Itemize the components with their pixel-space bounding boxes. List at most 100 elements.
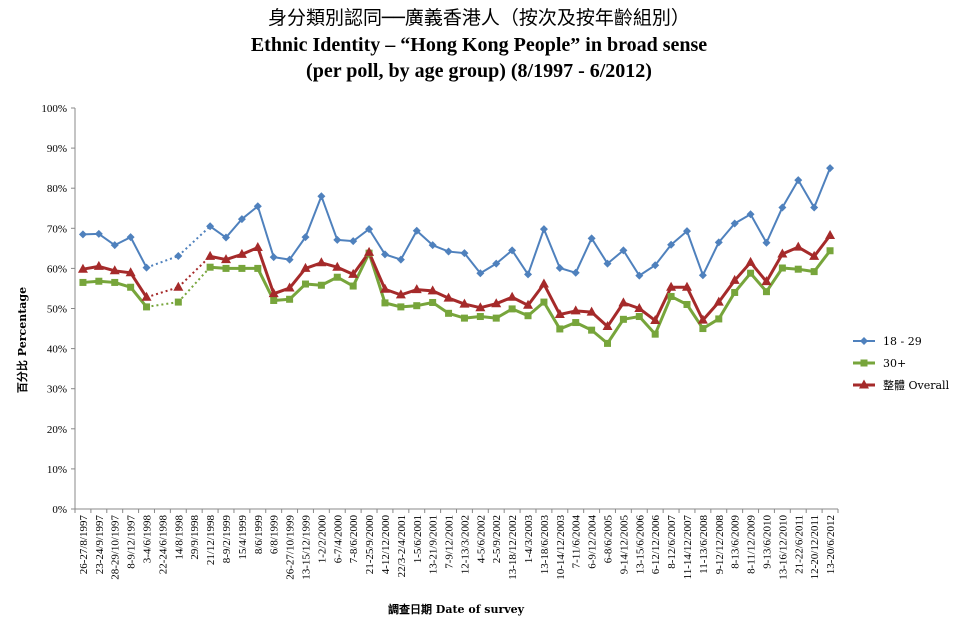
data-point	[286, 295, 294, 303]
x-tick-label: 8-11/12/2009	[746, 515, 758, 574]
data-point	[747, 269, 755, 277]
data-point	[602, 321, 613, 331]
x-tick-label: 8/6/1999	[253, 515, 265, 555]
data-point	[143, 303, 151, 311]
data-point	[460, 249, 469, 258]
series-segment	[542, 283, 562, 316]
series-segment	[606, 249, 625, 265]
data-point	[93, 260, 104, 270]
x-tick-label: 9-13/6/2010	[761, 515, 773, 569]
series-segment	[256, 247, 276, 295]
chart-titles: 身分類別認同──廣義香港人（按次及按年齡組別） Ethnic Identity …	[0, 4, 958, 84]
data-point	[221, 254, 232, 264]
series-segment	[209, 225, 227, 239]
data-point	[650, 315, 661, 325]
data-point	[317, 192, 326, 201]
data-point	[492, 259, 501, 268]
data-point	[554, 309, 565, 319]
series-segment	[686, 230, 704, 276]
data-point	[778, 203, 787, 212]
x-tick-label: 13-18/6/2003	[539, 515, 551, 575]
data-point	[586, 306, 597, 316]
data-point	[206, 222, 215, 231]
series-segment	[399, 230, 418, 261]
chart-subtitle-line1: Ethnic Identity – “Hong Kong People” in …	[250, 34, 708, 56]
data-point	[110, 241, 119, 250]
data-point	[714, 238, 723, 247]
data-point	[762, 238, 771, 247]
data-point	[333, 273, 341, 281]
data-point	[142, 263, 151, 272]
data-point	[794, 265, 802, 273]
data-point	[809, 250, 820, 260]
data-point	[300, 262, 311, 272]
legend-label: 整體 Overall	[883, 378, 950, 392]
data-point	[651, 261, 660, 270]
data-point	[381, 299, 389, 307]
x-tick-label: 6-9/12/2004	[587, 515, 599, 569]
series-segment	[734, 213, 752, 225]
x-tick-label: 1-4/3/2003	[523, 515, 535, 564]
data-point	[397, 303, 405, 311]
data-point	[507, 291, 518, 301]
x-tick-label: 8-13/6/2009	[730, 515, 742, 569]
data-point	[111, 278, 119, 286]
data-point	[253, 202, 262, 211]
x-tick-label: 23-24/9/1997	[94, 515, 106, 575]
series-segment	[416, 229, 434, 246]
x-tick-label: 11-13/6/2008	[698, 515, 710, 574]
data-point	[77, 263, 88, 273]
data-point	[762, 288, 770, 296]
data-point	[508, 246, 517, 255]
series-segment	[653, 286, 673, 322]
x-tick-label: 21-25/9/2000	[364, 515, 376, 575]
y-tick-label: 100%	[41, 103, 67, 115]
data-point	[715, 315, 723, 323]
data-point	[538, 278, 549, 288]
x-tick-label: 13-18/12/2002	[507, 515, 519, 580]
data-point	[349, 282, 357, 290]
data-point	[444, 247, 453, 256]
chart-subtitle-line2: (per poll, by age group) (8/1997 - 6/201…	[306, 60, 652, 82]
data-point	[730, 219, 739, 228]
data-point	[540, 298, 548, 306]
x-tick-label: 13-16/12/2010	[777, 515, 789, 580]
data-point	[365, 225, 374, 234]
data-point	[587, 234, 596, 243]
data-point	[556, 325, 564, 333]
data-point	[317, 281, 325, 289]
data-point	[667, 292, 675, 300]
series-segment	[670, 230, 688, 246]
series-segment	[654, 244, 672, 266]
data-point	[95, 277, 103, 285]
data-point	[206, 263, 214, 271]
data-point	[826, 164, 835, 173]
data-point	[395, 289, 406, 299]
x-tick-label: 8-12/6/2007	[666, 515, 678, 569]
series-segment	[241, 205, 259, 220]
data-point	[619, 246, 628, 255]
data-point	[555, 263, 564, 272]
data-point	[127, 283, 135, 291]
series-gap-dotted	[146, 301, 179, 308]
y-tick-label: 70%	[47, 223, 67, 235]
series-segment	[256, 205, 275, 258]
data-point	[252, 242, 263, 252]
data-point	[459, 298, 470, 308]
x-tick-label: 2-5/9/2002	[491, 515, 503, 563]
data-point	[731, 288, 739, 296]
series-segment	[718, 222, 736, 243]
data-point	[825, 230, 836, 240]
series-segment	[749, 213, 768, 244]
series-segment	[781, 179, 800, 208]
data-point	[635, 313, 643, 321]
data-point	[238, 264, 246, 272]
series-segment	[543, 228, 561, 269]
data-point	[379, 283, 390, 293]
data-point	[697, 314, 708, 324]
series-segment	[527, 228, 545, 275]
x-tick-label: 9-12/12/2008	[714, 515, 726, 575]
x-axis-ticks: 26-27/8/1997 23-24/9/1997 28-29/10/1997 8-9…	[74, 509, 839, 580]
data-point	[316, 257, 327, 267]
x-tick-label: 7-9/12/2001	[444, 515, 456, 569]
